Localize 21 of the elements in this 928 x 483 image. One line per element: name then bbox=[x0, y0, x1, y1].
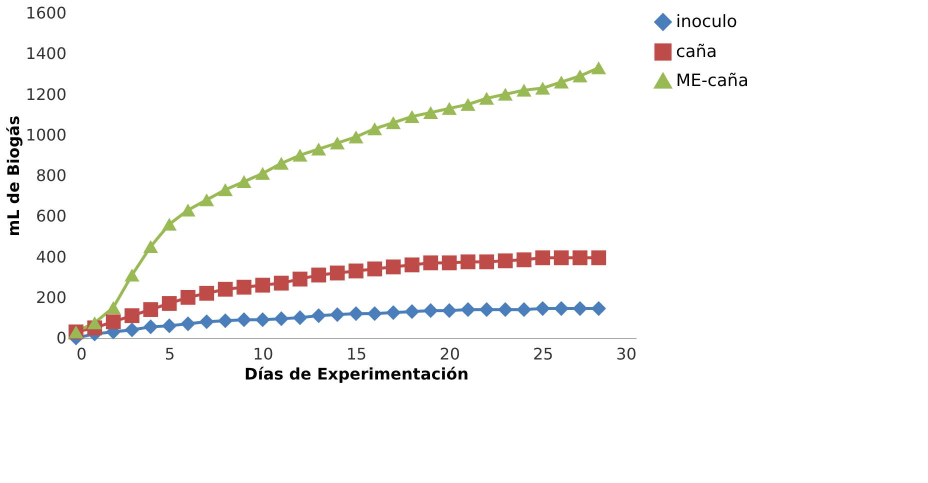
y-tick-label: 800 bbox=[36, 166, 66, 185]
x-tick-label: 0 bbox=[76, 344, 87, 364]
y-tick-label: 1600 bbox=[26, 4, 66, 22]
y-tick-label: 200 bbox=[36, 288, 66, 307]
legend-label: ME-caña bbox=[676, 71, 748, 91]
y-tick-label: 0 bbox=[56, 328, 66, 348]
y-tick-label: 1000 bbox=[26, 125, 66, 144]
x-tick-label: 10 bbox=[252, 344, 274, 364]
x-tick-label: 15 bbox=[346, 344, 367, 364]
legend-label: caña bbox=[676, 42, 717, 62]
y-tick-label: 1400 bbox=[26, 44, 66, 64]
x-axis-title: Días de Experimentación bbox=[244, 364, 469, 384]
x-tick-label: 25 bbox=[532, 344, 554, 364]
y-tick-label: 400 bbox=[36, 247, 66, 266]
y-tick-label: 1200 bbox=[26, 84, 66, 104]
x-tick-label: 30 bbox=[616, 344, 636, 364]
y-axis-title: mL de Biogás bbox=[4, 116, 23, 236]
legend-label: inoculo bbox=[676, 12, 738, 32]
y-tick-label: 600 bbox=[36, 206, 66, 226]
x-tick-label: 5 bbox=[164, 344, 175, 364]
x-tick-label: 20 bbox=[440, 344, 460, 364]
